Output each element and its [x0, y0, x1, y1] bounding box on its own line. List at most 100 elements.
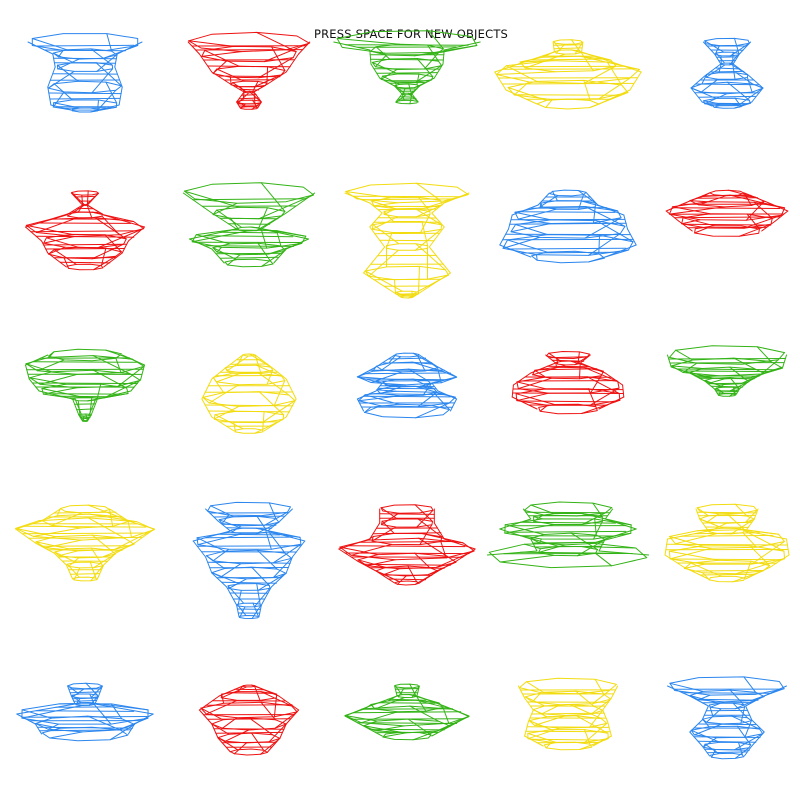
- object-rib: [68, 557, 80, 567]
- object-rib: [25, 224, 73, 235]
- object-edge: [604, 244, 637, 258]
- object-edge: [121, 240, 129, 254]
- object-edge: [552, 41, 555, 53]
- object-band: [509, 222, 627, 225]
- object-rib: [272, 543, 302, 564]
- object-rib: [236, 603, 247, 616]
- object-rib: [575, 690, 595, 707]
- object-rib: [231, 525, 242, 533]
- object-edge: [689, 372, 706, 382]
- object-edge: [15, 520, 43, 530]
- object-edge: [748, 372, 765, 382]
- object-rib: [373, 202, 399, 207]
- object-band: [387, 698, 427, 701]
- object-edge: [356, 398, 365, 412]
- object-rib: [216, 68, 245, 82]
- object-edge: [201, 378, 213, 400]
- object-band: [520, 521, 616, 524]
- object-rib: [409, 683, 417, 696]
- object-rib: [590, 375, 602, 394]
- object-band: [220, 231, 278, 234]
- object-edge: [115, 542, 136, 554]
- object-band: [704, 748, 750, 751]
- object-edge: [431, 376, 458, 384]
- object-edge: [211, 71, 231, 85]
- object-18: [338, 504, 476, 586]
- object-rib: [258, 391, 285, 416]
- object-rib: [239, 606, 246, 618]
- object-rib: [528, 720, 552, 731]
- object-edge: [702, 41, 716, 55]
- object-band: [359, 541, 455, 543]
- object-rib: [584, 367, 619, 382]
- object-rib: [530, 504, 555, 514]
- object-rib: [372, 224, 400, 245]
- object-rib: [753, 201, 773, 219]
- object-edge: [260, 228, 309, 240]
- object-rib: [232, 82, 247, 92]
- object-rib: [21, 709, 53, 719]
- object-rib: [86, 204, 93, 219]
- object-edge: [356, 366, 377, 378]
- object-rib: [525, 681, 544, 693]
- object-rib: [591, 532, 632, 544]
- object-rib: [732, 386, 736, 396]
- object-rib: [598, 77, 631, 100]
- object-rib: [417, 518, 443, 538]
- object-rib: [713, 105, 720, 108]
- object-band: [553, 44, 583, 46]
- object-rib: [698, 195, 727, 206]
- object-band: [546, 365, 590, 368]
- object-edge: [65, 204, 83, 216]
- object-rib: [214, 414, 244, 430]
- object-ring: [217, 732, 281, 744]
- object-rib: [375, 570, 400, 582]
- object-rib: [90, 565, 104, 582]
- object-rib: [339, 546, 379, 556]
- object-rib: [21, 705, 83, 719]
- object-16: [15, 504, 155, 582]
- object-rib: [117, 365, 145, 387]
- object-rib: [576, 715, 609, 734]
- object-rib: [541, 704, 561, 715]
- object-edge: [217, 520, 231, 532]
- object-edge: [581, 41, 584, 53]
- object-edge: [665, 210, 680, 222]
- object-edge: [690, 87, 703, 103]
- object-17: [192, 501, 306, 619]
- object-edge: [704, 63, 722, 77]
- object-rib: [517, 208, 557, 220]
- object-rib: [702, 718, 710, 728]
- object-edge: [127, 520, 155, 530]
- object-edge: [103, 214, 145, 228]
- object-rib: [502, 236, 541, 249]
- object-band: [207, 561, 291, 564]
- object-rib: [706, 513, 720, 523]
- object-edge: [258, 604, 262, 618]
- object-rib: [730, 518, 755, 535]
- object-rib: [96, 383, 102, 400]
- object-band: [356, 722, 458, 724]
- object-rib: [376, 389, 397, 392]
- object-rib: [690, 87, 717, 99]
- object-rib: [583, 65, 617, 84]
- object-rib: [92, 369, 128, 389]
- object-band: [363, 563, 451, 566]
- object-edge: [211, 416, 235, 432]
- object-edge: [732, 63, 750, 77]
- object-edge: [499, 244, 532, 258]
- object-rib: [700, 78, 719, 93]
- object-band: [520, 211, 616, 213]
- object-rib: [273, 697, 277, 718]
- object-rib: [395, 94, 407, 103]
- object-edge: [683, 566, 709, 580]
- object-ring: [202, 391, 296, 407]
- object-rib: [729, 42, 750, 57]
- object-edge: [667, 685, 691, 697]
- object-rib: [202, 396, 237, 412]
- object-edge: [437, 390, 458, 400]
- object-edge: [416, 695, 445, 707]
- object-edge: [763, 366, 784, 374]
- object-rib: [261, 400, 296, 424]
